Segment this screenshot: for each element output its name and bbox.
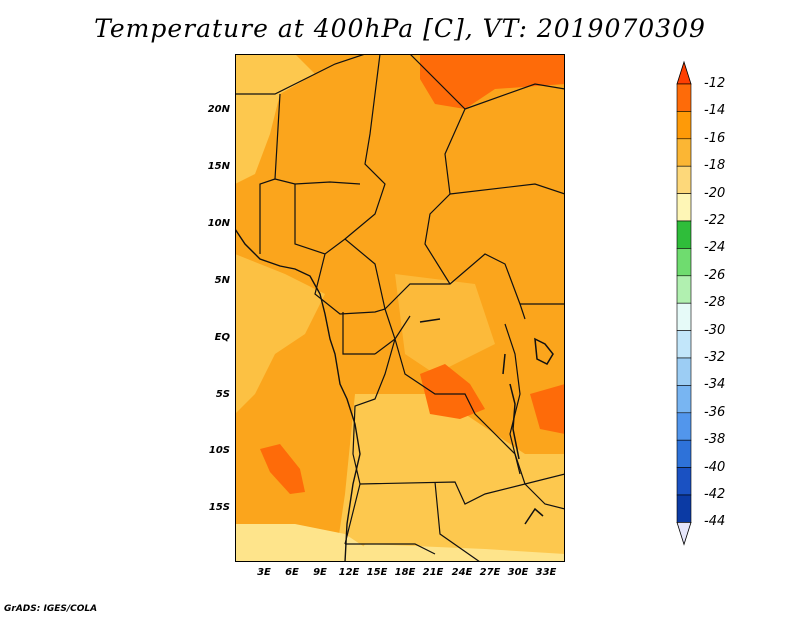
colorbar-label: -38: [704, 432, 726, 448]
chart-title: Temperature at 400hPa [C], VT: 201907030…: [94, 14, 706, 43]
lat-tick-label: 5N: [214, 275, 230, 286]
temperature-map: [235, 54, 565, 562]
credit-text: GrADS: IGES/COLA: [4, 604, 98, 614]
lon-tick-label: 21E: [422, 567, 444, 578]
colorbar-segment: [676, 494, 692, 523]
colorbar-label: -18: [704, 158, 726, 174]
western-cool-band: [235, 54, 315, 184]
colorbar-label: -36: [704, 404, 726, 420]
colorbar-segment: [676, 165, 692, 194]
south-edge-cool-zone: [355, 544, 565, 562]
lakes: [419, 318, 554, 525]
south-edge-cool-zone: [235, 524, 395, 562]
colorbar-segment: [676, 111, 692, 140]
map-frame: [235, 54, 565, 562]
lon-tick-label: 30E: [507, 567, 529, 578]
colorbar-bottom-arrow: [676, 522, 692, 546]
colorbar-segment: [676, 385, 692, 414]
colorbar-segment: [676, 330, 692, 359]
lon-tick-label: 24E: [451, 567, 473, 578]
colorbar-segment: [676, 302, 692, 331]
lon-tick-label: 9E: [313, 567, 327, 578]
colorbar-label: -16: [704, 130, 726, 146]
colorbar-segment: [676, 412, 692, 441]
lon-tick-label: 6E: [285, 567, 299, 578]
colorbar-segment: [676, 439, 692, 468]
lat-tick-label: 15N: [207, 161, 230, 172]
lat-tick-label: 5S: [215, 389, 230, 400]
southern-cool-zone: [335, 394, 565, 562]
colorbar-segment: [676, 220, 692, 249]
lon-tick-label: 15E: [366, 567, 388, 578]
lon-tick-label: 27E: [479, 567, 501, 578]
country-borders: [235, 54, 565, 562]
colorbar-label: -14: [704, 103, 726, 119]
colorbar-label: -44: [704, 514, 726, 530]
colorbar-segment: [676, 83, 692, 112]
colorbar-segment: [676, 275, 692, 304]
lat-tick-label: 10S: [208, 445, 230, 456]
colorbar-label: -24: [704, 240, 726, 256]
lon-tick-label: 18E: [394, 567, 416, 578]
colorbar-label: -22: [704, 213, 726, 228]
angola-warm-patch: [260, 444, 305, 494]
colorbar-label: -30: [704, 322, 726, 338]
congo-warm-patch: [420, 364, 485, 419]
lat-tick-label: 10N: [207, 218, 230, 229]
colorbar-segment: [676, 193, 692, 222]
coastline: [235, 228, 361, 562]
colorbar-label: -26: [704, 267, 726, 283]
colorbar-label: -42: [704, 487, 726, 502]
northeast-warm-zone: [420, 54, 565, 109]
colorbar-segment: [676, 138, 692, 167]
lake-region-warm-patch: [530, 384, 565, 434]
western-cool-band: [235, 254, 325, 414]
colorbar-label: -28: [704, 295, 726, 311]
colorbar: [676, 60, 692, 546]
lon-tick-label: 3E: [257, 567, 271, 578]
colorbar-segment: [676, 248, 692, 277]
colorbar-segment: [676, 357, 692, 386]
lon-tick-label: 12E: [338, 567, 360, 578]
colorbar-label: -32: [704, 350, 726, 365]
lon-tick-label: 33E: [535, 567, 557, 578]
colorbar-top-arrow: [676, 60, 692, 85]
colorbar-label: -12: [704, 76, 726, 91]
lat-tick-label: 15S: [208, 502, 230, 513]
colorbar-label: -34: [704, 377, 726, 393]
southern-cool-zone: [395, 274, 495, 374]
lat-tick-label: EQ: [214, 332, 230, 343]
colorbar-label: -40: [704, 459, 726, 475]
colorbar-label: -20: [704, 185, 726, 201]
colorbar-segment: [676, 467, 692, 496]
lat-tick-label: 20N: [207, 104, 230, 115]
